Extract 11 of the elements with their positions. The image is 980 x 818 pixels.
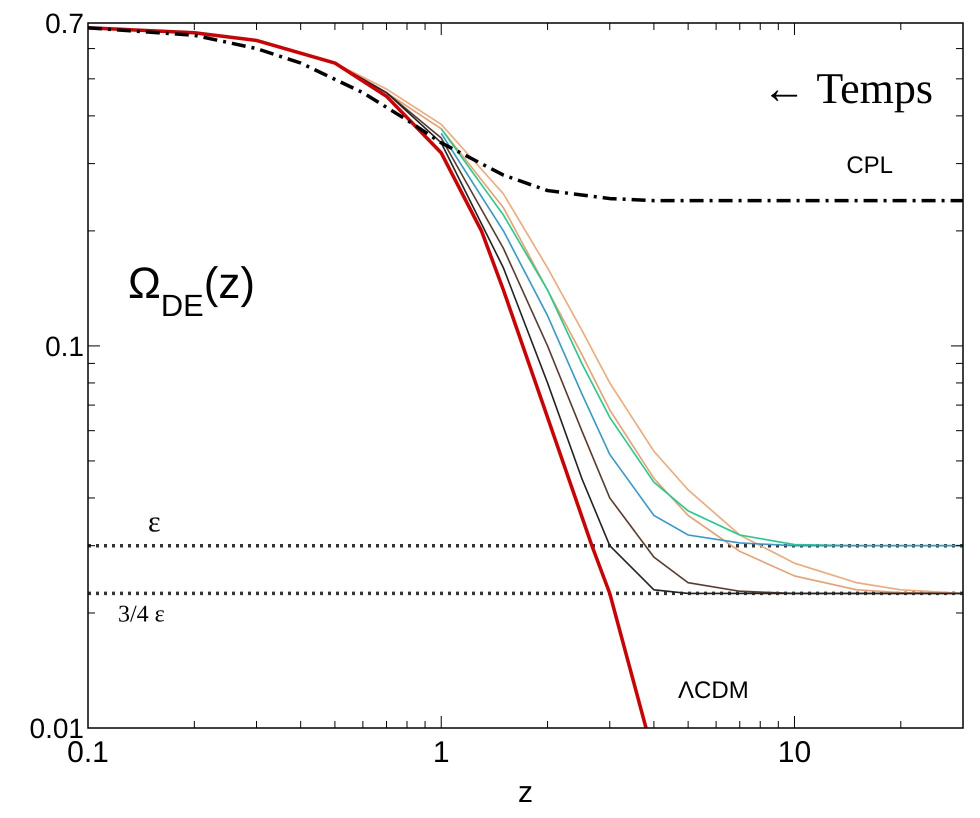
- y-tick-label: 0.7: [45, 8, 84, 39]
- annotation: ΛCDM: [678, 677, 749, 704]
- x-tick-label: 1: [432, 736, 450, 769]
- x-axis-title: z: [518, 776, 533, 809]
- ref-line-label: 3/4 ε: [118, 601, 165, 628]
- x-tick-label: 10: [778, 736, 812, 769]
- ref-line-label: ε: [148, 506, 161, 539]
- annotation: ← Temps: [762, 64, 933, 113]
- annotation: CPL: [846, 152, 893, 179]
- annotation: Ω$_{DE}$(z): [128, 259, 256, 322]
- y-tick-label: 0.1: [45, 330, 84, 362]
